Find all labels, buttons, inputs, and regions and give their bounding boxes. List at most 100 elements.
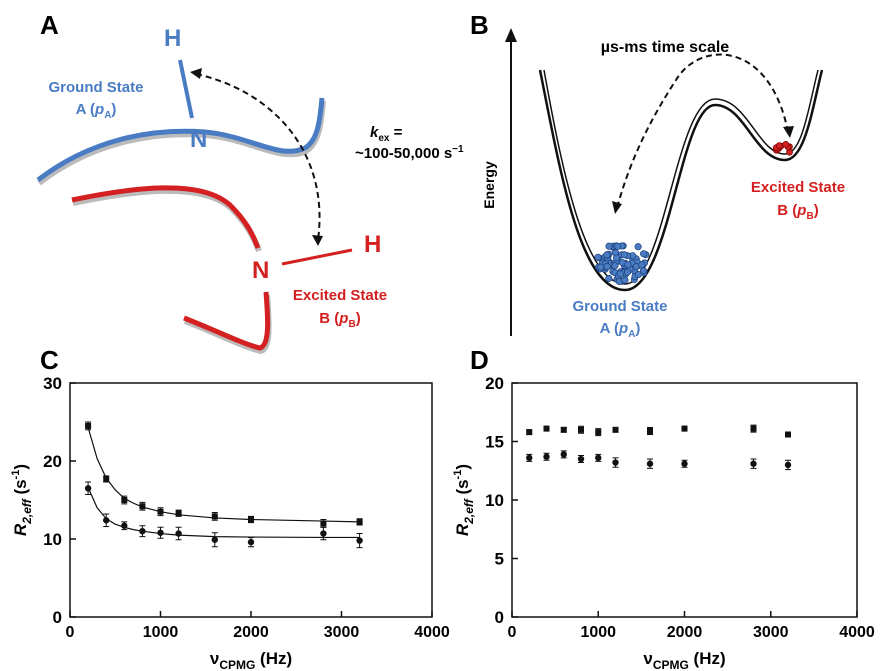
y-tick-label: 10 — [485, 491, 504, 510]
potential — [538, 69, 824, 292]
t: k — [370, 124, 379, 141]
point — [103, 517, 110, 524]
point — [211, 536, 218, 543]
fit-curve — [87, 427, 360, 523]
label-part: ν — [210, 649, 219, 668]
point — [526, 454, 533, 462]
label-part: CPMG — [219, 658, 255, 671]
t: −1 — [452, 144, 464, 155]
bond — [178, 59, 194, 119]
t: ~100-50,000 s — [355, 145, 452, 162]
x-tick-label: 3000 — [324, 624, 360, 641]
dot — [603, 251, 611, 259]
dot — [614, 242, 622, 250]
point — [646, 460, 654, 467]
point — [121, 497, 128, 503]
label-part: R — [453, 523, 472, 536]
t: ex — [378, 133, 390, 144]
dot — [624, 261, 632, 269]
rate-value: ~100-50,000 s−1 — [355, 144, 464, 162]
label-part: -1 — [10, 470, 22, 480]
y-tick-label: 5 — [495, 550, 504, 569]
x-tick-label: 1000 — [143, 624, 179, 641]
point — [157, 508, 164, 515]
panel-label: A — [40, 10, 59, 40]
dot — [624, 268, 632, 276]
state-pop: B (pB) — [777, 202, 818, 222]
panel-label: B — [470, 10, 489, 40]
excited-backbone — [183, 291, 271, 351]
label-part: CPMG — [653, 658, 689, 671]
dot — [775, 142, 783, 149]
point — [612, 426, 619, 433]
dot — [594, 253, 602, 261]
t: ) — [814, 202, 819, 219]
point — [320, 520, 327, 527]
label-part: -1 — [452, 470, 464, 480]
y-tick-label: 20 — [43, 452, 62, 471]
t: p — [338, 310, 348, 327]
point — [175, 510, 182, 517]
point — [543, 453, 550, 460]
t: ) — [111, 101, 116, 118]
point — [578, 426, 584, 433]
rate-label: kex = — [370, 124, 403, 144]
point — [526, 429, 533, 436]
point — [681, 425, 688, 432]
dot — [640, 250, 648, 258]
label-part: 2,eff — [20, 498, 34, 524]
point — [560, 426, 567, 433]
point — [560, 451, 567, 458]
point — [595, 429, 602, 436]
state-pop: B (pB) — [319, 310, 360, 330]
dot — [616, 270, 624, 278]
x-tick-label: 3000 — [753, 624, 789, 641]
label-part: ) — [11, 464, 30, 470]
dot — [638, 261, 646, 269]
panel-label: C — [40, 345, 59, 375]
point — [612, 459, 619, 466]
x-tick-label: 0 — [66, 624, 75, 641]
state-pop: A (pA) — [76, 101, 117, 121]
point — [647, 427, 653, 434]
point — [681, 460, 688, 467]
point — [577, 455, 585, 463]
point — [356, 518, 363, 525]
state-label: Excited State — [751, 179, 845, 196]
t: A ( — [600, 320, 619, 337]
dot — [605, 242, 613, 250]
point — [157, 529, 164, 536]
x-axis-label: νCPMG (Hz) — [210, 649, 292, 671]
state-label: Ground State — [48, 79, 143, 96]
y-axis-label: R2,eff (s-1) — [452, 464, 476, 536]
point — [247, 538, 255, 546]
x-tick-label: 0 — [508, 624, 517, 641]
t: p — [618, 320, 628, 337]
t: B — [348, 319, 355, 330]
dot — [613, 254, 621, 262]
label-part: R — [11, 523, 30, 536]
t: A ( — [76, 101, 95, 118]
t: A — [104, 110, 111, 121]
point — [750, 425, 757, 432]
point — [750, 460, 757, 467]
point — [139, 528, 146, 535]
dot — [634, 271, 642, 279]
label-part: ) — [453, 464, 472, 470]
y-axis-label: R2,eff (s-1) — [10, 464, 34, 536]
point — [103, 475, 110, 482]
y-tick-label: 0 — [495, 608, 504, 627]
t: A — [628, 329, 635, 340]
y-tick-label: 15 — [485, 433, 504, 452]
point — [356, 537, 363, 544]
state-pop: A (pA) — [600, 320, 641, 340]
label-part: (s — [453, 479, 472, 499]
point — [320, 530, 327, 537]
t: B ( — [319, 310, 339, 327]
arrowhead — [505, 28, 517, 42]
dot — [620, 251, 628, 259]
point — [85, 422, 92, 429]
state-label: Excited State — [293, 287, 387, 304]
point — [248, 516, 254, 523]
